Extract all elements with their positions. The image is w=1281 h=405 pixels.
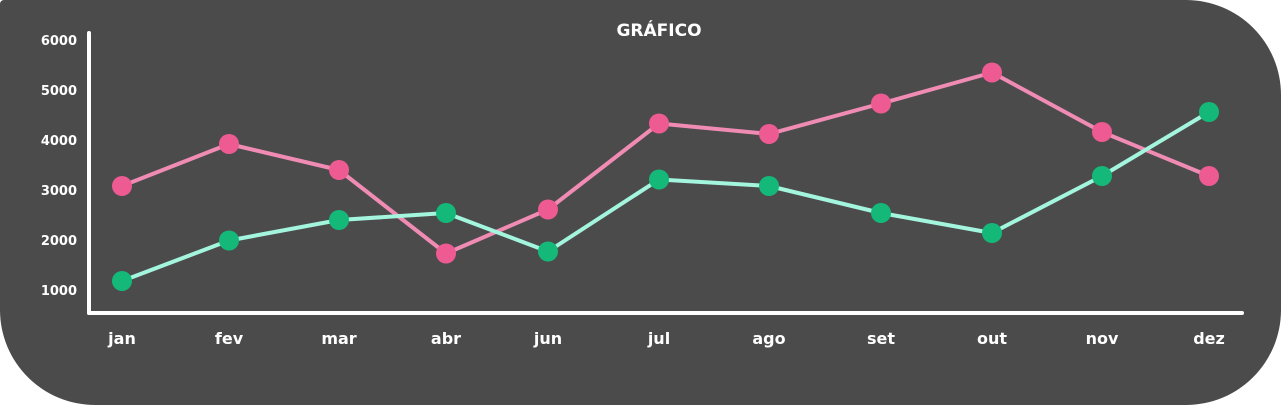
x-tick-label: nov [1086, 329, 1119, 348]
data-point [1092, 166, 1112, 186]
x-tick-label: jun [533, 329, 562, 348]
chart-title: GRÁFICO [616, 19, 701, 41]
x-tick-label: jul [647, 329, 670, 348]
data-point [538, 241, 558, 262]
x-tick-label: out [977, 329, 1007, 348]
data-point [871, 93, 891, 114]
x-tick-label: fev [215, 329, 244, 348]
y-tick-label: 5000 [41, 84, 77, 99]
x-tick-label: mar [321, 329, 356, 348]
data-point [982, 62, 1002, 83]
x-tick-label: ago [752, 329, 785, 348]
series-line [121, 70, 1210, 256]
data-point [436, 203, 456, 223]
data-point [649, 169, 669, 190]
x-tick-labels: jan fev mar abr jun jul ago set out nov dez [107, 329, 1225, 348]
data-point [649, 113, 669, 134]
data-point [1199, 166, 1219, 186]
y-tick-label: 1000 [41, 284, 77, 299]
series-line [121, 110, 1211, 283]
data-point [759, 124, 779, 144]
data-point [329, 210, 349, 230]
series-1 [112, 62, 1219, 264]
y-tick-label: 4000 [41, 134, 77, 149]
y-tick-label: 2000 [41, 234, 77, 249]
data-point [538, 199, 558, 220]
x-tick-label: jan [107, 329, 136, 348]
data-point [1092, 122, 1112, 142]
series-2 [112, 102, 1219, 291]
data-point [329, 160, 349, 180]
data-point [112, 271, 132, 291]
series-layer [112, 62, 1219, 291]
x-tick-label: set [867, 329, 895, 348]
data-point [871, 203, 891, 223]
data-point [1199, 102, 1219, 122]
data-point [436, 243, 456, 264]
data-point [219, 134, 239, 154]
y-tick-labels: 1000 2000 3000 4000 5000 6000 [41, 34, 77, 299]
data-point [112, 176, 132, 196]
data-point [759, 176, 779, 196]
y-tick-label: 6000 [41, 34, 77, 49]
x-tick-label: dez [1193, 329, 1225, 348]
y-tick-label: 3000 [41, 184, 77, 199]
data-point [982, 223, 1002, 243]
data-point [219, 230, 239, 251]
x-tick-label: abr [431, 329, 461, 348]
